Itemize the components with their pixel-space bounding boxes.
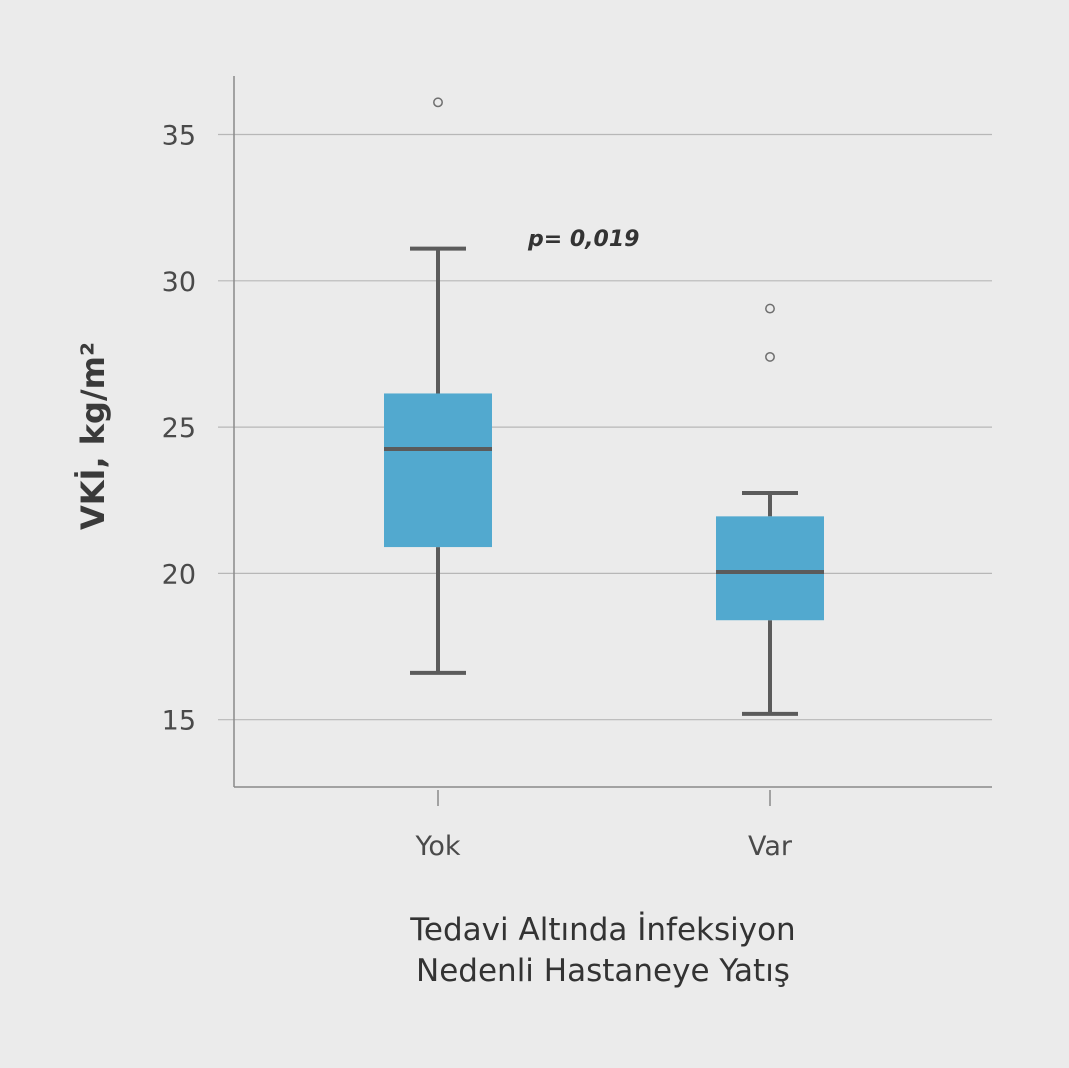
y-tick-label-15: 15	[162, 706, 196, 737]
outlier-point-var-2	[765, 303, 775, 314]
x-axis-label-line-2: Nedenli Hastaneye Yatış	[416, 953, 790, 989]
gridlines	[218, 133, 992, 721]
y-tick-labels: 15 20 25 30 35	[162, 121, 196, 737]
outlier-point-var-1	[765, 351, 775, 362]
y-tick-label-25: 25	[162, 413, 196, 444]
box-var	[716, 303, 824, 716]
x-tick-label-yok: Yok	[414, 831, 460, 862]
y-tick-label-35: 35	[162, 121, 196, 152]
x-axis-label-line-1: Tedavi Altında İnfeksiyon	[409, 912, 795, 948]
x-tick-labels: Yok Var	[414, 790, 793, 862]
box-series	[384, 97, 824, 716]
y-tick-label-20: 20	[162, 559, 196, 590]
p-value-annotation: p= 0,019	[527, 227, 639, 252]
outlier-point-yok-1	[433, 97, 443, 108]
x-tick-label-var: Var	[748, 831, 793, 862]
iqr-box-var	[716, 516, 824, 621]
y-axis-label: VKİ, kg/m²	[74, 342, 112, 530]
axes	[233, 76, 992, 788]
box-yok	[384, 97, 492, 675]
y-tick-label-30: 30	[162, 267, 196, 298]
iqr-box-yok	[384, 393, 492, 548]
